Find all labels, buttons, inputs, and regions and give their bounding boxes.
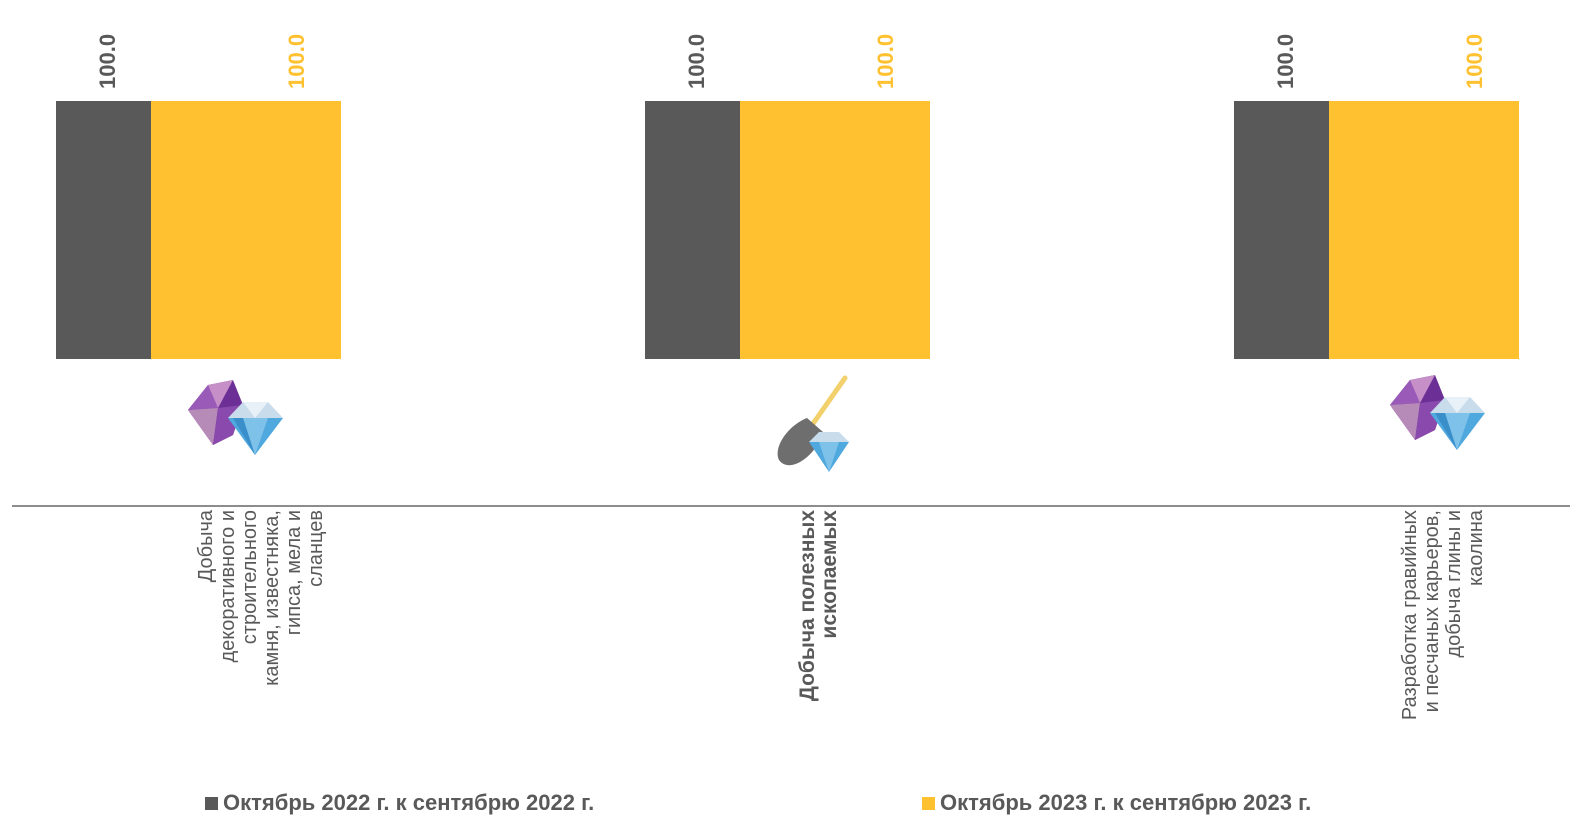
bar-1-3 [1234, 101, 1329, 359]
category-label-3-line-2: и песчаных карьеров, [1421, 510, 1443, 712]
data-label-1-2: 100.0 [684, 34, 709, 89]
legend-swatch-2022 [205, 796, 218, 810]
bar-1-1 [56, 101, 151, 359]
category-label-2-line-2: ископаемых [818, 510, 841, 639]
category-label-3-line-4: каолина [1465, 509, 1487, 586]
legend-item-2022: Октябрь 2022 г. к сентябрю 2022 г. [205, 790, 594, 816]
legend-label-2022: Октябрь 2022 г. к сентябрю 2022 г. [223, 790, 595, 815]
category-label-1-line-2: декоративного и [217, 510, 239, 663]
data-label-2-3: 100.0 [1462, 34, 1487, 89]
bar-2-3 [1329, 101, 1519, 359]
bar-1-2 [645, 101, 740, 359]
legend-swatch-2023 [922, 796, 935, 810]
category-label-1-line-3: строительного [239, 510, 261, 644]
bar-2-1 [151, 101, 341, 359]
category-label-1-line-5: гипса, мела и [283, 510, 305, 635]
legend-item-2023: Октябрь 2023 г. к сентябрю 2023 г. [922, 790, 1311, 816]
gems-icon [188, 380, 283, 455]
data-label-1-3: 100.0 [1273, 34, 1298, 89]
bar-2-2 [740, 101, 930, 359]
category-label-2-line-1: Добыча полезных [796, 510, 819, 701]
data-label-2-2: 100.0 [873, 34, 898, 89]
legend-label-2023: Октябрь 2023 г. к сентябрю 2023 г. [940, 790, 1312, 815]
category-label-3-line-3: добыча глины и [1443, 510, 1465, 658]
data-label-1-1: 100.0 [95, 34, 120, 89]
category-label-1-line-4: камня, известняка, [261, 510, 283, 686]
data-label-2-1: 100.0 [284, 34, 309, 89]
category-label-1-line-6: сланцев [305, 510, 327, 587]
gems-icon [1390, 375, 1485, 450]
category-label-3-line-1: Разработка гравийных [1399, 510, 1421, 720]
category-label-1-line-1: Добыча [195, 509, 217, 582]
shovel-gem-icon [777, 375, 849, 472]
